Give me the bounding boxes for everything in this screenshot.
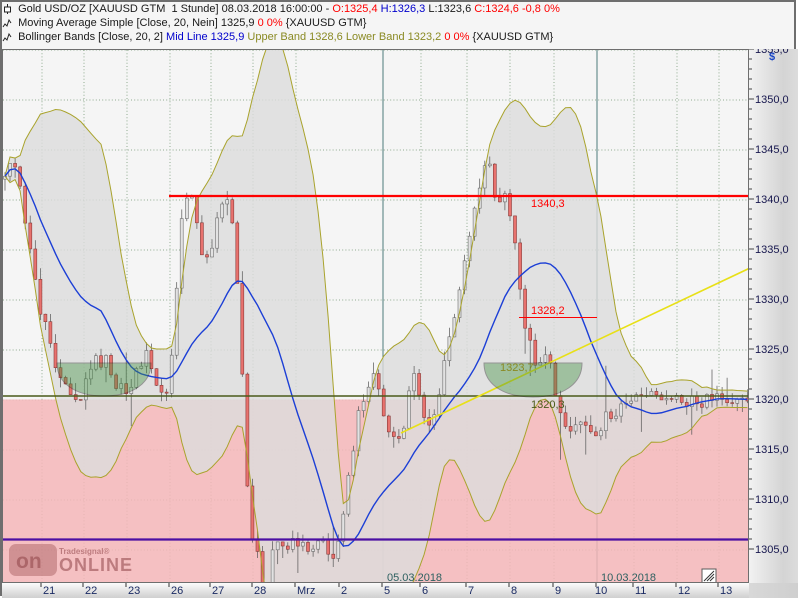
- svg-text:1323,7: 1323,7: [500, 362, 534, 374]
- svg-text:ONLINE: ONLINE: [59, 555, 133, 575]
- svg-text:on: on: [16, 550, 42, 573]
- svg-text:1328,2: 1328,2: [531, 305, 565, 317]
- svg-text:1320,3: 1320,3: [531, 399, 565, 411]
- svg-text:1340,3: 1340,3: [531, 198, 565, 210]
